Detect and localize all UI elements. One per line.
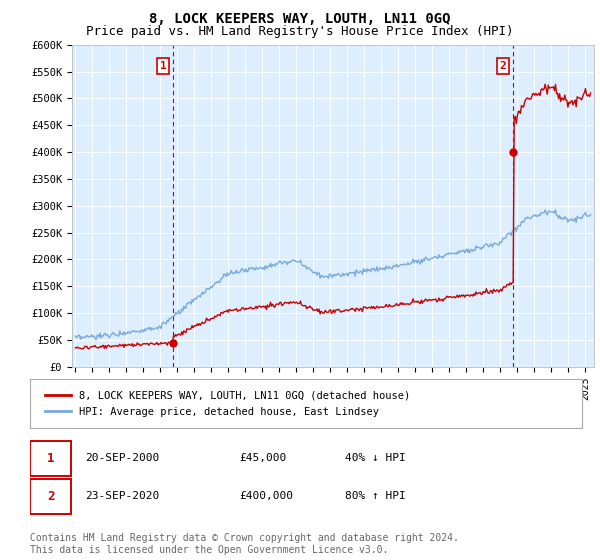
Text: 80% ↑ HPI: 80% ↑ HPI <box>344 492 406 502</box>
Text: 2: 2 <box>47 490 55 503</box>
Text: £45,000: £45,000 <box>240 453 287 463</box>
Text: 40% ↓ HPI: 40% ↓ HPI <box>344 453 406 463</box>
FancyBboxPatch shape <box>30 479 71 514</box>
Text: Price paid vs. HM Land Registry's House Price Index (HPI): Price paid vs. HM Land Registry's House … <box>86 25 514 38</box>
Text: 1: 1 <box>47 452 55 465</box>
FancyBboxPatch shape <box>30 441 71 475</box>
Text: £400,000: £400,000 <box>240 492 294 502</box>
Text: 2: 2 <box>500 61 506 71</box>
Text: 20-SEP-2000: 20-SEP-2000 <box>85 453 160 463</box>
Text: Contains HM Land Registry data © Crown copyright and database right 2024.
This d: Contains HM Land Registry data © Crown c… <box>30 533 459 555</box>
Text: 23-SEP-2020: 23-SEP-2020 <box>85 492 160 502</box>
Legend: 8, LOCK KEEPERS WAY, LOUTH, LN11 0GQ (detached house), HPI: Average price, detac: 8, LOCK KEEPERS WAY, LOUTH, LN11 0GQ (de… <box>41 386 415 421</box>
Text: 1: 1 <box>160 61 166 71</box>
Text: 8, LOCK KEEPERS WAY, LOUTH, LN11 0GQ: 8, LOCK KEEPERS WAY, LOUTH, LN11 0GQ <box>149 12 451 26</box>
